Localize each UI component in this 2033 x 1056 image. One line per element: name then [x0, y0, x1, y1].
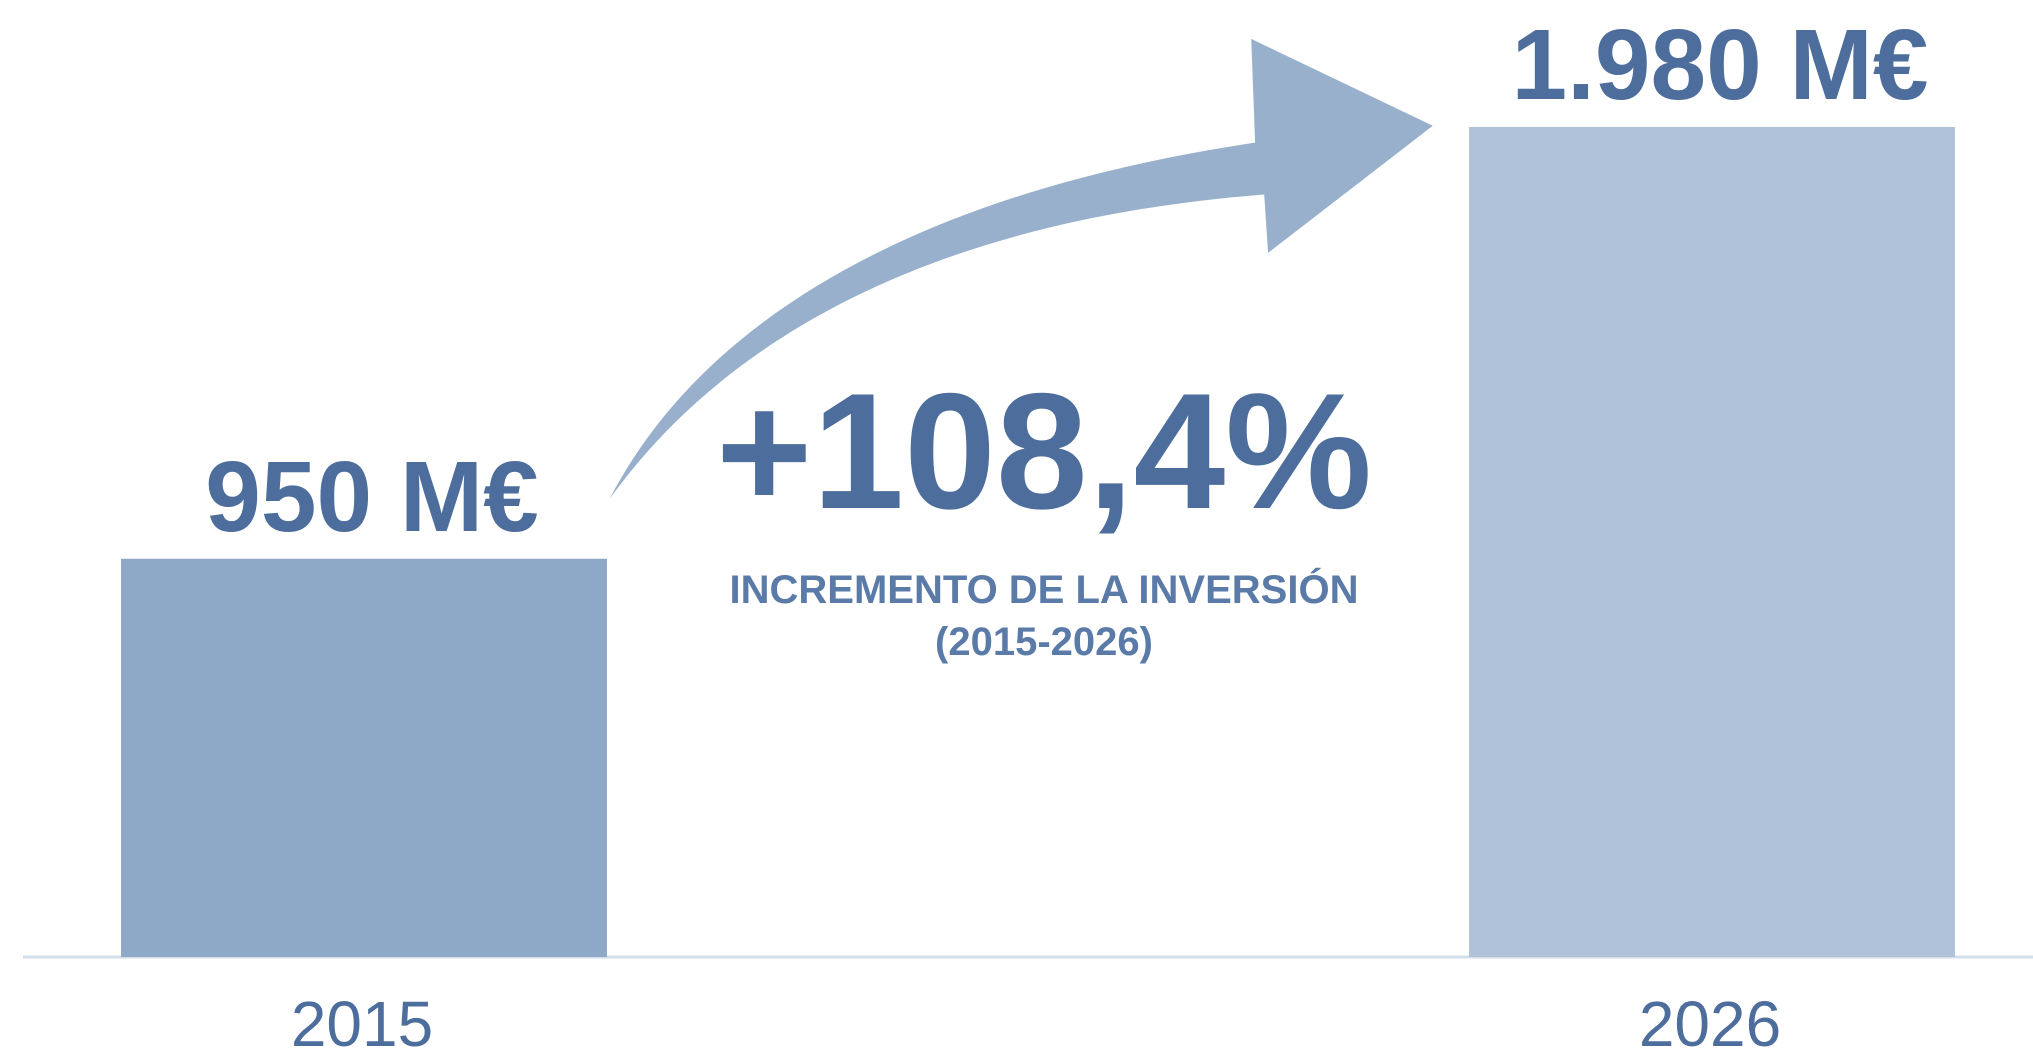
annotation-label: INCREMENTO DE LA INVERSIÓN — [730, 566, 1359, 612]
value-label: 1.980 M€ — [1512, 9, 1929, 121]
bar — [121, 558, 607, 957]
x-tick-label: 2015 — [291, 988, 433, 1056]
x-tick-label: 2026 — [1639, 988, 1781, 1056]
percent-change: +108,4% — [716, 359, 1372, 543]
value-label: 950 M€ — [205, 441, 539, 553]
growth-arrow — [609, 38, 1433, 500]
annotation-period: (2015-2026) — [935, 620, 1153, 664]
bar — [1469, 127, 1955, 957]
